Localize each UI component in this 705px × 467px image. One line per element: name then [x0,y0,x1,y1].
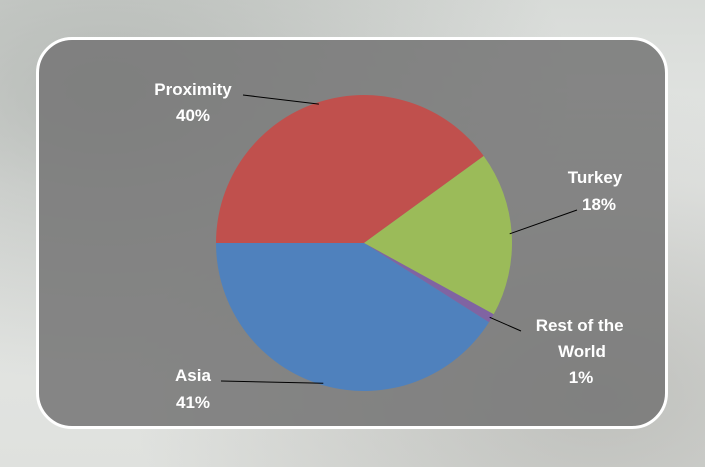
slice-label-turkey-percent: 18% [582,195,616,214]
leader-line-rest-of-the-world [489,316,522,332]
slice-label-proximity-percent: 40% [176,106,210,125]
pie-slices [216,95,512,391]
leader-lines [220,94,578,384]
slice-label-asia-name: Asia [175,366,211,385]
pie-slice-rest-of-the-world [364,243,494,323]
pie-slice-proximity [216,95,484,243]
slice-label-rest-of-world-percent: 1% [569,368,594,387]
slice-label-asia-percent: 41% [176,393,210,412]
slice-label-proximity-name: Proximity [154,80,232,99]
leader-line-proximity [242,94,319,105]
slice-label-turkey-name: Turkey [568,168,623,187]
slice-label-rest-of-world-name: Rest of the World [536,316,629,361]
slice-labels: Proximity 40% Turkey 18% Rest of the Wor… [154,80,629,412]
pie-slice-turkey [364,156,512,315]
pie-slice-asia [216,243,489,391]
leader-line-asia [220,380,324,384]
leader-line-turkey [509,209,578,235]
